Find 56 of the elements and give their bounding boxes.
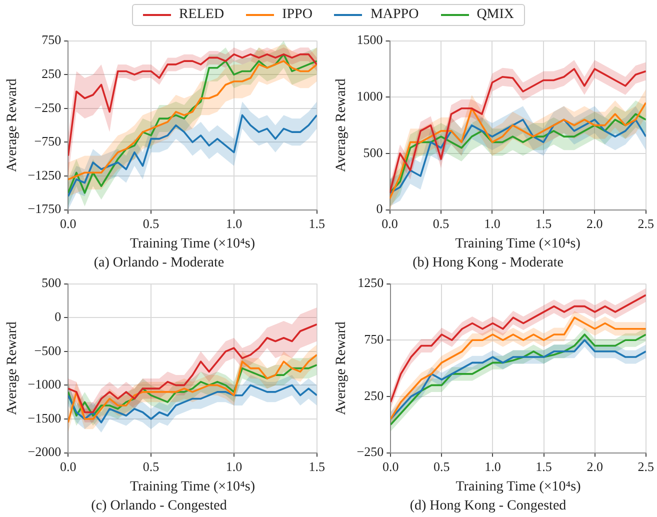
y-tick-label: 0: [376, 201, 383, 216]
y-axis-title: Average Reward: [5, 78, 20, 172]
x-tick-label: 1.0: [226, 216, 242, 232]
y-tick-label: −1500: [28, 410, 62, 426]
legend-label: MAPPO: [370, 7, 419, 23]
y-tick-label: −1000: [28, 376, 62, 392]
x-axis-title: Training Time (×10⁴s): [456, 479, 582, 494]
y-tick-label: −1250: [28, 167, 62, 182]
x-tick-label: 1.5: [308, 459, 325, 474]
x-tick-label: 0.5: [432, 216, 450, 232]
x-tick-label: 2.0: [586, 216, 603, 232]
y-axis-title: Average Reward: [334, 322, 350, 416]
text: (d) Hong Kong - Congested: [410, 498, 566, 514]
x-tick-label: 1.5: [535, 216, 552, 232]
y-tick-label: −250: [34, 100, 62, 115]
x-tick-label: 1.0: [484, 216, 500, 232]
x-tick-label: 2.5: [638, 216, 654, 232]
y-tick-label: 1500: [356, 32, 383, 48]
y-tick-label: −1750: [28, 201, 62, 216]
y-tick-label: 500: [363, 144, 383, 160]
y-tick-label: −250: [356, 444, 384, 460]
y-axis-title: Average Reward: [334, 78, 350, 172]
legend-label: QMIX: [476, 7, 514, 23]
y-tick-label: 250: [42, 66, 62, 82]
x-tick-label: 1.0: [484, 459, 501, 474]
x-tick-label: 1.5: [536, 459, 552, 474]
x-tick-label: 0.0: [60, 459, 76, 474]
legend-label: IPPO: [282, 7, 312, 23]
y-tick-label: 1000: [356, 88, 383, 104]
x-tick-label: 0.5: [434, 459, 450, 474]
text: (c) Orlando - Congested: [91, 498, 227, 514]
x-tick-label: 0.5: [142, 216, 160, 232]
x-axis-title: Training Time (×10⁴s): [455, 236, 581, 252]
y-tick-label: 1250: [358, 275, 384, 290]
y-tick-label: 250: [364, 388, 384, 403]
y-tick-label: 0: [54, 309, 62, 324]
y-tick-label: 500: [42, 275, 62, 290]
y-tick-label: 750: [42, 32, 62, 48]
x-tick-label: 2.0: [586, 459, 603, 474]
x-tick-label: 1.5: [308, 216, 325, 232]
x-axis-title: Training Time (×10⁴s): [130, 479, 256, 494]
y-tick-label: −500: [34, 342, 62, 358]
x-tick-label: 2.5: [638, 459, 654, 474]
x-tick-label: 0.0: [382, 459, 399, 474]
x-tick-label: 0.0: [382, 216, 398, 232]
y-tick-label: −2000: [28, 444, 62, 460]
y-axis-title: Average Reward: [5, 322, 20, 416]
x-tick-label: 1.0: [226, 459, 242, 474]
y-tick-label: 750: [364, 332, 384, 347]
text: (b) Hong Kong - Moderate: [412, 255, 564, 270]
text: (a) Orlando - Moderate: [94, 255, 224, 270]
x-tick-label: 0.0: [60, 216, 76, 232]
x-tick-label: 0.5: [142, 459, 160, 474]
x-axis-title: Training Time (×10⁴s): [130, 236, 256, 252]
legend-label: RELED: [178, 7, 224, 23]
y-tick-label: −750: [34, 134, 62, 149]
